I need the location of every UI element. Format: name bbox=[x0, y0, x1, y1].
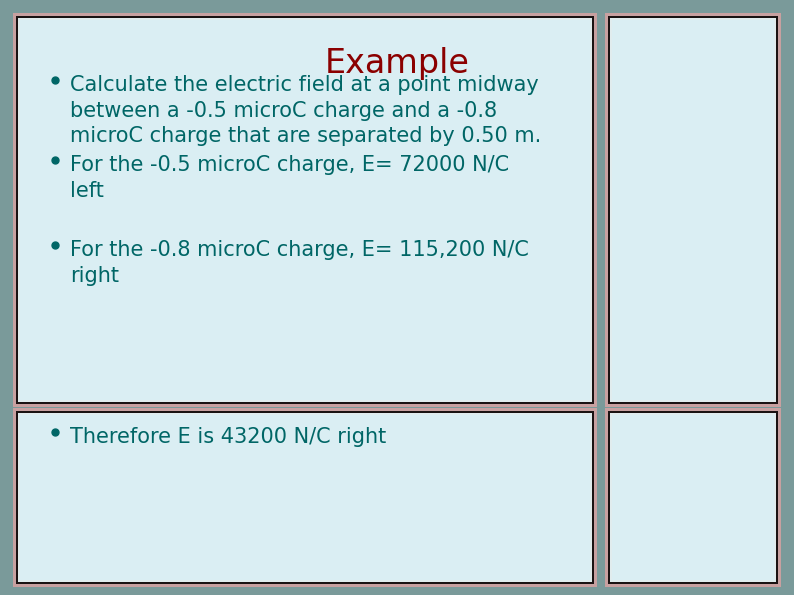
Bar bbox=[16, 411, 594, 584]
Bar bbox=[612, 20, 774, 400]
Bar bbox=[610, 413, 776, 582]
Bar bbox=[610, 18, 776, 402]
Bar bbox=[20, 415, 590, 580]
Bar bbox=[20, 20, 590, 400]
Bar bbox=[16, 16, 594, 404]
Text: For the -0.5 microC charge, E= 72000 N/C
left: For the -0.5 microC charge, E= 72000 N/C… bbox=[70, 155, 509, 201]
Bar bbox=[612, 415, 774, 580]
Text: Example: Example bbox=[325, 47, 469, 80]
Bar bbox=[608, 16, 778, 404]
Text: Therefore E is 43200 N/C right: Therefore E is 43200 N/C right bbox=[70, 427, 386, 447]
Text: For the -0.8 microC charge, E= 115,200 N/C
right: For the -0.8 microC charge, E= 115,200 N… bbox=[70, 240, 529, 286]
Bar bbox=[18, 413, 592, 582]
Bar bbox=[13, 13, 597, 407]
Text: Calculate the electric field at a point midway
between a -0.5 microC charge and : Calculate the electric field at a point … bbox=[70, 75, 542, 146]
Bar bbox=[18, 18, 592, 402]
Bar bbox=[605, 408, 781, 587]
Bar bbox=[608, 411, 778, 584]
Bar bbox=[605, 13, 781, 407]
Bar bbox=[13, 408, 597, 587]
